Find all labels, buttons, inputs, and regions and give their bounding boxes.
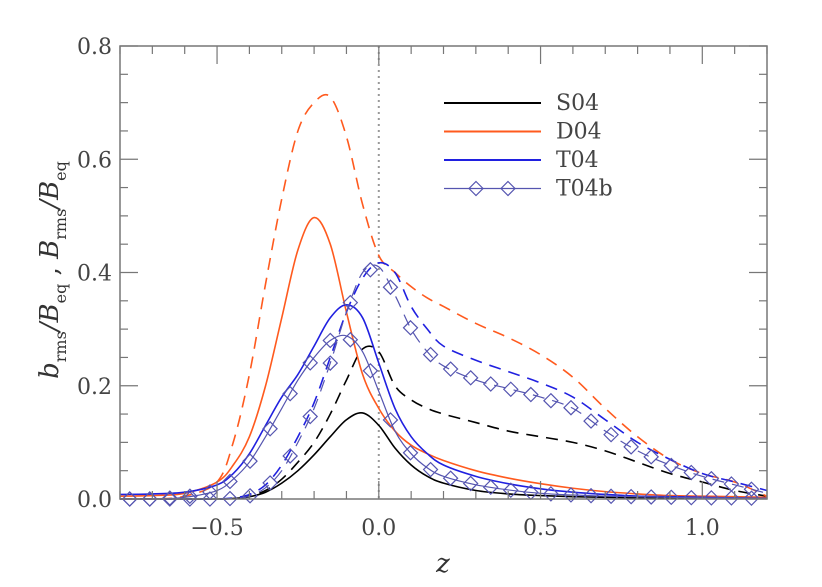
series-line <box>119 93 768 501</box>
diamond-marker <box>743 490 760 507</box>
diamond-marker <box>262 475 278 491</box>
diamond-marker <box>141 491 158 507</box>
x-axis-ticks: −0.5 0.0 0.5 1.0 <box>119 46 768 541</box>
series-2 <box>119 216 768 499</box>
y-tick-label: 0.2 <box>77 375 112 400</box>
diamond-marker <box>603 426 619 443</box>
diamond-marker <box>482 479 499 496</box>
diamond-marker <box>703 470 720 487</box>
diamond-marker <box>583 413 599 429</box>
series-7 <box>120 261 768 507</box>
diamond-marker <box>382 412 399 428</box>
diamond-marker <box>342 331 359 348</box>
diamond-marker <box>402 319 419 336</box>
legend-entry-d04: D04 <box>444 120 602 145</box>
diamond-marker <box>302 355 319 371</box>
diamond-marker <box>543 486 559 502</box>
axes-frame <box>119 45 768 500</box>
y-tick-label: 0.6 <box>77 148 112 173</box>
diamond-marker <box>302 408 319 425</box>
diamond-marker <box>422 346 439 363</box>
diamond-marker <box>502 381 519 398</box>
diamond-marker <box>723 490 740 506</box>
diamond-marker <box>563 487 579 503</box>
diamond-marker <box>500 180 516 197</box>
plot-area <box>119 46 768 507</box>
legend-entry-s04: S04 <box>444 91 599 116</box>
diamond-marker <box>723 476 740 492</box>
y-axis-ticks: 0.0 0.2 0.4 0.6 0.8 <box>77 35 767 513</box>
x-tick-label: 1.0 <box>685 516 720 541</box>
series-line <box>120 261 768 500</box>
series-6 <box>119 331 768 507</box>
legend-entry-t04b: T04b <box>444 177 613 202</box>
diamond-marker <box>262 420 278 437</box>
diamond-marker <box>462 475 479 492</box>
diamond-marker <box>583 487 599 504</box>
diamond-marker <box>242 487 258 504</box>
diamond-marker <box>482 376 499 392</box>
diamond-marker <box>161 491 178 507</box>
diamond-marker <box>242 453 258 470</box>
y-axis-label: brms/Beq , Brms/Beq <box>35 161 70 379</box>
series-4 <box>119 303 768 500</box>
diamond-marker <box>442 470 459 487</box>
legend-label: T04b <box>556 177 613 202</box>
diamond-marker <box>683 489 700 506</box>
diamond-marker <box>222 490 238 507</box>
diamond-marker <box>522 386 539 403</box>
diamond-marker <box>603 488 619 505</box>
diamond-marker <box>663 489 680 506</box>
legend-entry-t04: T04 <box>444 148 599 173</box>
diamond-marker <box>643 489 660 505</box>
diamond-marker <box>282 385 299 402</box>
diamond-marker <box>623 488 639 505</box>
series-3 <box>119 93 768 501</box>
diamond-marker <box>322 332 339 349</box>
legend-label: T04 <box>556 148 599 173</box>
series-line <box>119 334 768 500</box>
x-tick-label: 0.5 <box>523 516 558 541</box>
diamond-marker <box>342 294 359 311</box>
diamond-marker <box>202 491 218 507</box>
diamond-marker <box>402 444 419 461</box>
series-line <box>120 264 768 500</box>
diamond-marker <box>623 439 639 455</box>
diamond-marker <box>502 482 519 499</box>
diamond-marker <box>362 261 379 278</box>
svg-text:brms/Beq , Brms/Beq: brms/Beq , Brms/Beq <box>35 161 70 379</box>
legend-label: S04 <box>556 91 599 116</box>
diamond-marker <box>382 279 399 296</box>
diamond-marker <box>703 490 720 506</box>
legend-label: D04 <box>556 120 602 145</box>
x-tick-label: 0.0 <box>361 516 396 541</box>
diamond-marker <box>422 461 439 478</box>
series-line <box>119 303 768 500</box>
diamond-marker <box>442 361 459 377</box>
diamond-marker <box>743 481 760 498</box>
diamond-marker <box>121 491 138 507</box>
diamond-marker <box>282 448 299 464</box>
diamond-marker <box>683 464 700 481</box>
y-tick-label: 0.0 <box>77 488 112 513</box>
x-axis-label: z <box>435 549 450 579</box>
diamond-marker <box>643 448 660 465</box>
series-5 <box>120 261 768 500</box>
diamond-marker <box>543 392 559 409</box>
series-line <box>119 216 768 499</box>
legend: S04 D04 T04 T04b <box>444 91 613 202</box>
diamond-marker <box>462 369 479 386</box>
diamond-marker <box>161 490 178 506</box>
diamond-marker <box>322 355 339 371</box>
y-tick-label: 0.8 <box>77 35 112 60</box>
diamond-marker <box>563 399 579 416</box>
diamond-marker <box>468 180 484 197</box>
diamond-marker <box>663 457 680 474</box>
diamond-marker <box>362 362 379 379</box>
y-tick-label: 0.4 <box>77 262 112 287</box>
diamond-marker <box>222 473 238 490</box>
x-tick-label: −0.5 <box>190 516 243 541</box>
